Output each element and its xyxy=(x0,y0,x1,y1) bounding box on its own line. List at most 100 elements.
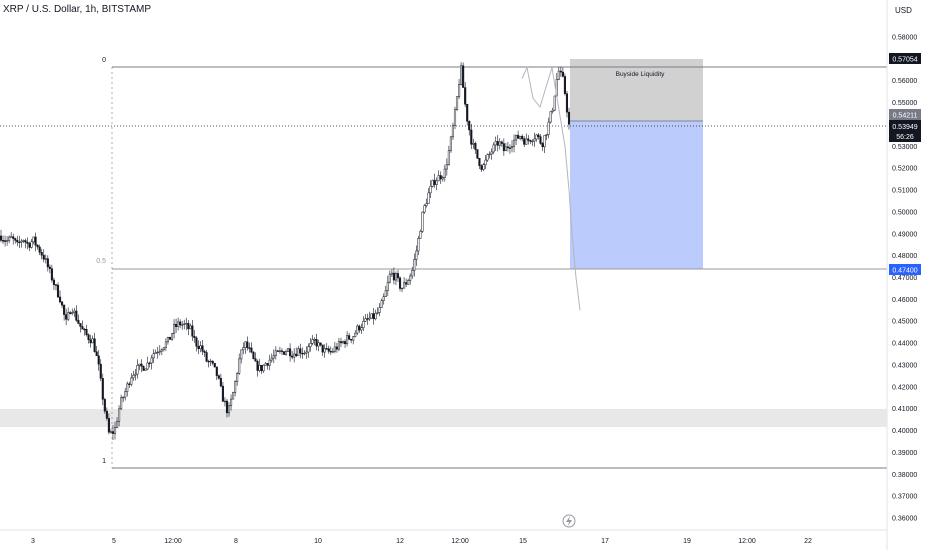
candle-body xyxy=(543,135,546,148)
candle-body xyxy=(248,347,251,349)
candle-body xyxy=(539,136,542,144)
candle-body xyxy=(525,138,528,145)
candle-body xyxy=(177,321,180,327)
candle-body xyxy=(130,377,133,385)
candle-body xyxy=(421,211,424,232)
candle-body xyxy=(551,109,554,112)
candle-body xyxy=(480,165,483,170)
time-axis[interactable]: 3 5 12:00 8 10 12 12:00 15 17 19 12:00 22 xyxy=(31,538,812,545)
candle-body xyxy=(486,154,489,161)
candle-body xyxy=(458,84,461,98)
candle-body xyxy=(382,296,385,301)
candle-body xyxy=(128,383,131,385)
candle-body xyxy=(280,350,283,352)
candle-body xyxy=(91,338,94,344)
candle-body xyxy=(99,363,102,379)
candle-body xyxy=(419,231,422,239)
fib-top-badge xyxy=(889,53,921,64)
candle-body xyxy=(238,358,241,374)
candle-body xyxy=(482,164,485,170)
stop-loss-zone[interactable] xyxy=(570,59,703,121)
candle-body xyxy=(392,272,395,281)
time-tick-label: 12 xyxy=(396,538,404,545)
target-badge xyxy=(889,264,921,275)
candle-body xyxy=(124,391,127,398)
candle-body xyxy=(488,153,491,156)
candle-body xyxy=(515,134,518,141)
candle-body xyxy=(142,366,145,371)
take-profit-zone[interactable] xyxy=(570,121,703,269)
candle-body xyxy=(32,236,35,243)
candle-body xyxy=(447,150,450,165)
candle-body xyxy=(348,335,351,340)
candle-body xyxy=(58,296,62,303)
fib-level-05-label: 0.5 xyxy=(96,258,106,265)
candle-body xyxy=(403,282,406,289)
candle-body xyxy=(390,272,393,275)
candle-body xyxy=(478,158,481,166)
candle-body xyxy=(236,373,239,382)
candle-body xyxy=(372,313,375,320)
candle-body xyxy=(193,336,196,339)
candle-body xyxy=(547,121,550,135)
candle-body xyxy=(111,431,115,434)
candle-body xyxy=(146,362,149,370)
projection-path[interactable] xyxy=(521,65,581,311)
candle-body xyxy=(61,301,64,306)
candle-body xyxy=(492,144,495,153)
candle-body xyxy=(535,134,538,140)
candle-body xyxy=(103,399,106,412)
candle-body xyxy=(429,185,432,194)
candle-body xyxy=(519,136,522,139)
candle-body xyxy=(413,259,416,271)
candle-body xyxy=(517,134,520,139)
candle-body xyxy=(232,392,235,400)
candle-body xyxy=(431,179,434,187)
candle-body xyxy=(225,400,229,414)
candle-body xyxy=(120,397,123,410)
candle-body xyxy=(230,398,233,407)
candle-body xyxy=(386,281,389,291)
candle-body xyxy=(433,179,436,185)
candle-body xyxy=(260,364,263,372)
candle-series[interactable] xyxy=(0,62,571,441)
candle-body xyxy=(197,345,200,350)
candle-body xyxy=(268,359,271,366)
candle-body xyxy=(350,339,353,341)
candle-body xyxy=(398,277,402,289)
candle-body xyxy=(317,342,320,347)
candle-body xyxy=(138,363,141,366)
candle-body xyxy=(217,375,220,379)
price-tick-label: 0.50000 xyxy=(892,209,917,216)
candle-body xyxy=(425,203,428,206)
lightning-icon[interactable] xyxy=(562,514,576,528)
candle-body xyxy=(289,348,292,357)
candle-body xyxy=(107,418,110,433)
candle-body xyxy=(282,351,286,355)
candle-body xyxy=(262,364,265,372)
candle-body xyxy=(521,136,524,140)
candle-body xyxy=(162,347,165,351)
candle-body xyxy=(211,360,214,364)
last-price-badge-text: 0.53949 xyxy=(892,124,917,131)
candle-body xyxy=(291,355,294,358)
price-axis[interactable]: 0.58000 0.56000 0.55000 0.53000 0.52000 0.510… xyxy=(892,35,917,523)
symbol-title: XRP / U.S. Dollar, 1h, BITSTAMP xyxy=(3,4,152,15)
fib-level-1-label: 1 xyxy=(102,458,106,465)
price-tick-label: 0.41000 xyxy=(892,406,917,413)
candle-body xyxy=(329,351,332,353)
candle-body xyxy=(199,345,202,350)
candle-body xyxy=(474,143,477,150)
candle-body xyxy=(362,320,365,328)
candle-body xyxy=(529,140,532,142)
candle-body xyxy=(510,146,514,149)
candle-body xyxy=(557,70,560,80)
currency-label[interactable]: USD xyxy=(895,6,912,15)
candle-body xyxy=(297,348,300,357)
candle-body xyxy=(258,364,261,371)
candle-body xyxy=(388,273,391,283)
candle-body xyxy=(109,431,112,433)
candle-body xyxy=(38,246,41,253)
candle-body xyxy=(48,266,51,269)
